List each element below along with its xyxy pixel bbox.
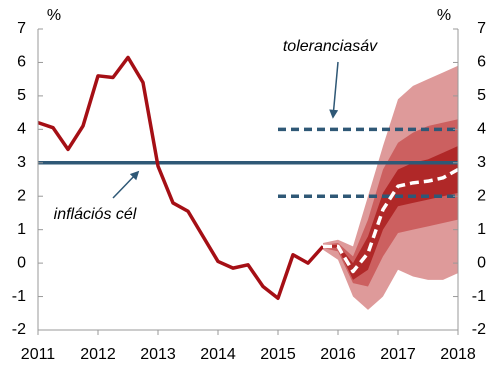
y2-tick-label: -1 — [472, 288, 486, 305]
annotation-arrow — [112, 170, 140, 199]
annotation: inflációs cél — [54, 206, 137, 223]
fan-band — [323, 146, 458, 280]
x-tick-label: 2013 — [140, 346, 176, 363]
x-tick-label: 2014 — [200, 346, 236, 363]
x-tick-label: 2016 — [320, 346, 356, 363]
y-tick-label: 0 — [17, 254, 26, 271]
y-tick-label: 2 — [17, 187, 26, 204]
y2-tick-label: 0 — [477, 254, 486, 271]
y-axis-label: % — [47, 7, 61, 24]
y-tick-label: 1 — [17, 221, 26, 238]
y-tick-label: -2 — [12, 321, 26, 338]
x-tick-label: 2011 — [21, 346, 56, 363]
y2-tick-label: 5 — [477, 87, 486, 104]
y2-tick-label: 6 — [477, 54, 486, 71]
y-tick-label: 6 — [17, 54, 26, 71]
x-tick-label: 2015 — [260, 346, 296, 363]
x-tick-label: 2012 — [80, 346, 116, 363]
y-tick-label: -1 — [12, 288, 26, 305]
y2-tick-label: 7 — [477, 20, 486, 37]
y2-axis-label: % — [437, 7, 451, 24]
annotation: toleranciasáv — [283, 38, 378, 55]
y-tick-label: 7 — [17, 20, 26, 37]
x-tick-label: 2018 — [440, 346, 476, 363]
annotation-arrow — [329, 61, 339, 119]
y-tick-label: 3 — [17, 154, 26, 171]
y2-tick-label: 3 — [477, 154, 486, 171]
x-tick-label: 2017 — [380, 346, 416, 363]
y2-tick-label: -2 — [472, 321, 486, 338]
y-tick-label: 5 — [17, 87, 26, 104]
y2-tick-label: 1 — [477, 221, 486, 238]
data-line — [37, 55, 325, 300]
data-line — [323, 167, 459, 274]
y2-tick-label: 4 — [477, 121, 486, 138]
y2-tick-label: 2 — [477, 187, 486, 204]
y-tick-label: 4 — [17, 121, 26, 138]
